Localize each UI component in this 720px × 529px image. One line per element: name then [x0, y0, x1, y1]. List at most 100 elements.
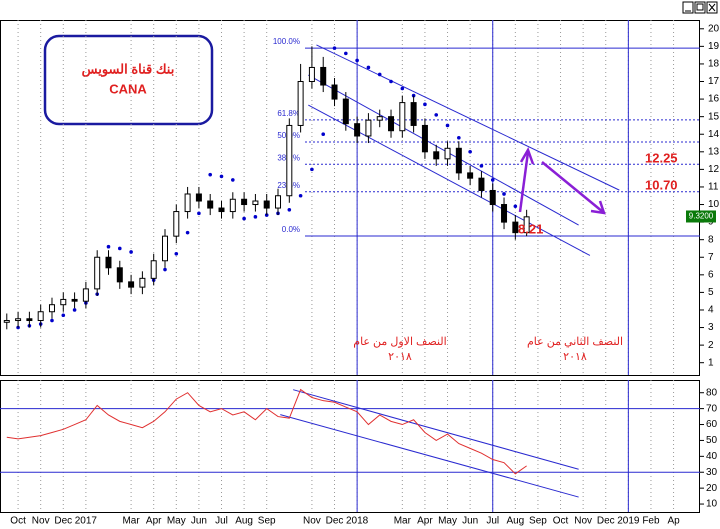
- candle-body: [263, 200, 270, 209]
- arrow-up: [518, 151, 530, 213]
- sar-dot: [479, 164, 484, 168]
- y-tick-label: 10: [708, 199, 720, 210]
- candle-body: [421, 124, 428, 153]
- candle-body: [60, 298, 67, 306]
- x-tick-label: 2017: [75, 516, 98, 527]
- x-tick-label: May: [438, 516, 457, 527]
- x-tick-label: Sep: [529, 516, 547, 527]
- x-tick-label: Dec: [597, 516, 615, 527]
- candle-body: [15, 318, 22, 322]
- price-label: 10.70: [645, 178, 678, 193]
- candle-body: [207, 200, 214, 209]
- y-tick-label: 6: [708, 269, 714, 280]
- x-tick-label: Jul: [486, 516, 499, 527]
- price-label: 8.21: [518, 221, 543, 236]
- y-tick-label: 40: [706, 451, 718, 462]
- arrow-up-head: [519, 147, 535, 165]
- candle-body: [467, 172, 474, 179]
- candle-body: [410, 102, 417, 126]
- period-annotation: النصف الثاني من عام: [527, 336, 623, 348]
- x-tick-label: Ap: [667, 516, 680, 527]
- period-annotation: النصف الاول من عام: [353, 336, 446, 348]
- x-tick-label: Sep: [258, 516, 276, 527]
- y-tick-label: 30: [706, 467, 718, 478]
- sar-dot: [50, 318, 54, 323]
- fib-label: 0.0%: [282, 225, 300, 234]
- sar-dot: [253, 215, 258, 219]
- sar-dot: [389, 79, 393, 84]
- y-tick-label: 70: [706, 403, 718, 414]
- sar-dot: [355, 58, 359, 63]
- candle-body: [365, 119, 372, 137]
- candle-body: [37, 311, 44, 322]
- sar-dot: [197, 211, 201, 216]
- candle-body: [184, 193, 191, 213]
- y-tick-label: 5: [708, 287, 714, 298]
- candle-body: [331, 84, 338, 100]
- last-price-box: [686, 210, 716, 223]
- x-tick-label: Oct: [10, 516, 26, 527]
- candle-body: [116, 267, 123, 283]
- y-tick-label: 20: [706, 483, 718, 494]
- title-box: [43, 34, 214, 126]
- x-tick-label: Aug: [235, 516, 253, 527]
- sar-dot: [106, 244, 111, 249]
- y-tick-label: 20: [708, 23, 720, 34]
- sar-dot: [72, 308, 77, 312]
- candle-body: [252, 200, 259, 206]
- sar-dot: [129, 250, 133, 254]
- sar-dot: [163, 267, 167, 272]
- sar-dot: [434, 113, 439, 117]
- rsi-panel: [0, 380, 700, 513]
- sar-dot: [400, 86, 405, 91]
- sar-dot: [321, 132, 326, 137]
- sar-dot: [61, 313, 66, 318]
- minimize-button[interactable]: [682, 1, 694, 14]
- close-icon: [708, 3, 716, 12]
- x-tick-label: Dec: [54, 516, 72, 527]
- arrow-down: [541, 161, 604, 213]
- trend-line: [316, 44, 620, 191]
- x-tick-label: Mar: [122, 516, 140, 527]
- sar-dot: [231, 178, 235, 182]
- x-tick-label: Nov: [32, 516, 50, 527]
- price-label: 12.25: [645, 150, 678, 165]
- candle-body: [376, 116, 383, 121]
- fib-label: 100.0%: [273, 37, 300, 46]
- sar-dot: [219, 174, 224, 179]
- candle-body: [455, 147, 462, 174]
- candle-body: [478, 177, 485, 191]
- sar-dot: [174, 251, 179, 256]
- x-tick-label: Jun: [462, 516, 478, 527]
- period-annotation: ٢٠١٨: [388, 351, 412, 363]
- x-tick-label: Nov: [574, 516, 592, 527]
- y-tick-label: 3: [708, 322, 714, 333]
- y-tick-label: 19: [708, 41, 720, 52]
- x-tick-label: Feb: [642, 516, 660, 527]
- candle-body: [286, 124, 293, 197]
- candle-body: [26, 318, 33, 322]
- sar-dot: [513, 204, 518, 209]
- sar-dot: [457, 135, 461, 140]
- candle-body: [320, 66, 327, 86]
- sar-dot: [344, 51, 348, 56]
- sar-dot: [502, 192, 506, 196]
- y-tick-label: 7: [708, 252, 714, 263]
- y-tick-label: 80: [706, 387, 718, 398]
- sar-dot: [310, 167, 314, 172]
- y-tick-label: 17: [708, 76, 720, 87]
- trend-line: [308, 74, 579, 226]
- candle-body: [218, 207, 225, 213]
- x-tick-label: Oct: [553, 516, 569, 527]
- candle-body: [229, 198, 236, 213]
- window-buttons[interactable]: [682, 1, 718, 14]
- candle-body: [512, 221, 519, 234]
- sar-dot: [490, 178, 495, 182]
- sar-dot: [366, 65, 371, 70]
- candle-body: [241, 198, 248, 206]
- chart-subtitle: CANA: [109, 81, 147, 96]
- sar-dot: [445, 123, 450, 128]
- x-tick-label: 2019: [617, 516, 640, 527]
- maximize-button[interactable]: [694, 1, 706, 14]
